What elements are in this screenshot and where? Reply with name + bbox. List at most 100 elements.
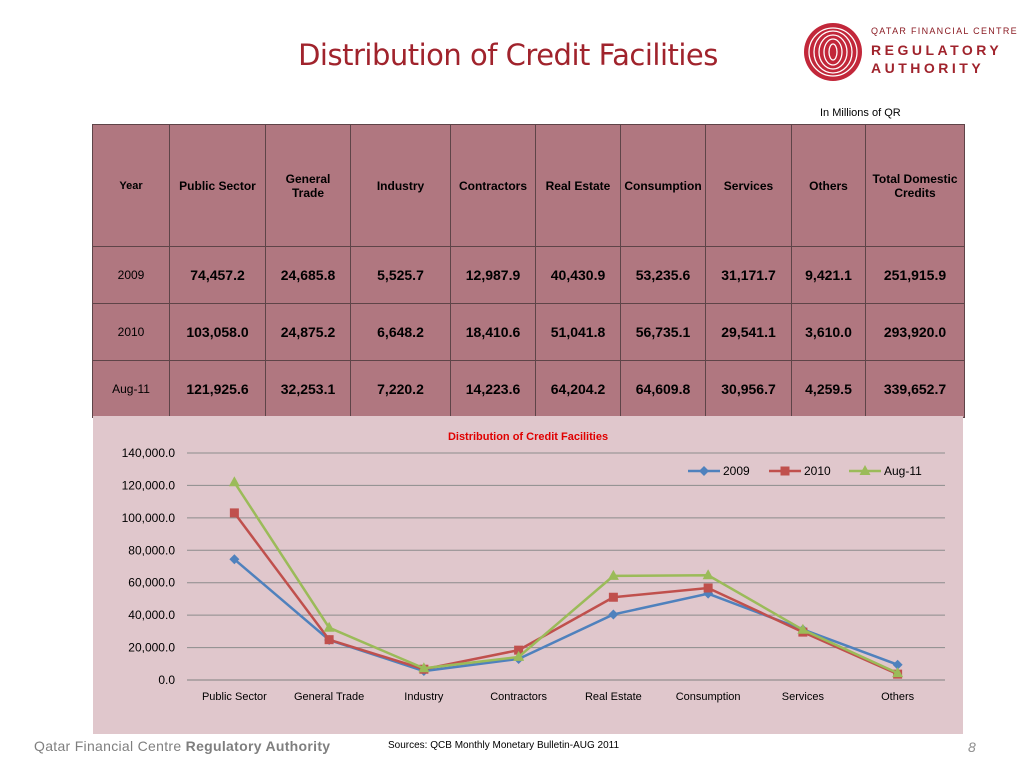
table-cell: 30,956.7 — [705, 360, 792, 418]
table-cell: 56,735.1 — [620, 303, 706, 361]
data-point — [324, 635, 334, 645]
table-header-cell: Industry — [350, 124, 451, 247]
table-cell: Aug-11 — [92, 360, 170, 418]
data-point — [892, 659, 903, 670]
y-tick-label: 120,000.0 — [122, 478, 176, 492]
series-line — [233, 481, 899, 675]
data-point — [780, 466, 790, 476]
data-point — [608, 592, 618, 602]
data-point — [702, 569, 714, 580]
table-header-cell: Year — [92, 124, 170, 247]
table-cell: 53,235.6 — [620, 246, 706, 304]
table-cell: 14,223.6 — [450, 360, 536, 418]
table-cell: 74,457.2 — [169, 246, 266, 304]
chart-title: Distribution of Credit Facilities — [448, 431, 608, 443]
table-header-row: Year Public Sector General Trade Industr… — [92, 124, 965, 247]
table-header-cell: Consumption — [620, 124, 706, 247]
qfc-logo: QATAR FINANCIAL CENTRE REGULATORY AUTHOR… — [800, 20, 1017, 84]
logo-line-1: QATAR FINANCIAL CENTRE — [871, 26, 1018, 36]
table-header-cell: General Trade — [265, 124, 351, 247]
x-tick-label: Industry — [404, 691, 444, 703]
table-cell: 2010 — [92, 303, 170, 361]
y-tick-label: 80,000.0 — [128, 543, 175, 557]
y-tick-label: 140,000.0 — [122, 446, 176, 460]
table-cell: 31,171.7 — [705, 246, 792, 304]
table-header-cell: Contractors — [450, 124, 536, 247]
x-tick-label: Consumption — [676, 691, 741, 703]
data-point — [514, 645, 524, 655]
table-cell: 293,920.0 — [865, 303, 965, 361]
data-point — [703, 583, 713, 593]
table-header-cell: Public Sector — [169, 124, 266, 247]
x-tick-label: Contractors — [490, 691, 547, 703]
table-cell: 32,253.1 — [265, 360, 351, 418]
logo-line-2: REGULATORY — [871, 42, 1003, 58]
data-point — [229, 508, 239, 518]
chart-panel — [93, 416, 963, 734]
table-row: Aug-11 121,925.6 32,253.1 7,220.2 14,223… — [92, 360, 965, 418]
table-cell: 251,915.9 — [865, 246, 965, 304]
source-note: Sources: QCB Monthly Monetary Bulletin-A… — [388, 740, 620, 751]
table-header-cell: Real Estate — [535, 124, 621, 247]
x-tick-label: Others — [881, 691, 915, 703]
y-tick-label: 20,000.0 — [128, 641, 175, 655]
data-point — [703, 588, 714, 599]
table-cell: 64,609.8 — [620, 360, 706, 418]
table-cell: 3,610.0 — [791, 303, 866, 361]
table-header-cell: Others — [791, 124, 866, 247]
table-cell: 9,421.1 — [791, 246, 866, 304]
data-point — [699, 466, 709, 476]
data-point — [892, 667, 904, 678]
y-tick-label: 60,000.0 — [128, 576, 175, 590]
table-row: 2010 103,058.0 24,875.2 6,648.2 18,410.6… — [92, 303, 965, 361]
x-tick-label: Public Sector — [202, 691, 267, 703]
table-cell: 5,525.7 — [350, 246, 451, 304]
table-header-cell: Total Domestic Credits — [865, 124, 965, 247]
table-cell: 4,259.5 — [791, 360, 866, 418]
data-point — [323, 621, 335, 632]
credit-distribution-chart: Distribution of Credit Facilities 0.0 20,0… — [122, 431, 945, 703]
table-cell: 18,410.6 — [450, 303, 536, 361]
table-cell: 339,652.7 — [865, 360, 965, 418]
footer-org: Qatar Financial Centre Regulatory Author… — [34, 738, 330, 754]
table-cell: 2009 — [92, 246, 170, 304]
legend-label: Aug-11 — [884, 464, 922, 478]
series-line — [233, 512, 899, 676]
page-number: 8 — [968, 739, 976, 755]
table-row: 2009 74,457.2 24,685.8 5,525.7 12,987.9 … — [92, 246, 965, 304]
data-point — [608, 609, 619, 620]
data-point — [607, 569, 619, 580]
x-tick-label: General Trade — [294, 691, 364, 703]
logo-emblem-icon — [804, 23, 862, 81]
table-cell: 24,685.8 — [265, 246, 351, 304]
y-tick-label: 100,000.0 — [122, 511, 176, 525]
table-cell: 29,541.1 — [705, 303, 792, 361]
x-tick-label: Real Estate — [585, 691, 642, 703]
table-cell: 6,648.2 — [350, 303, 451, 361]
data-point — [418, 662, 430, 673]
footer-org-name: Qatar Financial Centre — [34, 738, 182, 754]
table-cell: 40,430.9 — [535, 246, 621, 304]
table-cell: 103,058.0 — [169, 303, 266, 361]
x-tick-label: Services — [782, 691, 825, 703]
data-point — [513, 650, 525, 661]
data-point — [229, 554, 240, 565]
logo-line-3: AUTHORITY — [871, 60, 985, 76]
legend-label: 2010 — [804, 464, 831, 478]
table-cell: 64,204.2 — [535, 360, 621, 418]
data-point — [228, 476, 240, 487]
footer-org-bold: Regulatory Authority — [185, 738, 331, 754]
slide-title: Distribution of Credit Facilities — [298, 38, 718, 72]
y-tick-label: 40,000.0 — [128, 608, 175, 622]
table-cell: 7,220.2 — [350, 360, 451, 418]
data-point — [859, 465, 871, 475]
table-cell: 24,875.2 — [265, 303, 351, 361]
data-point — [797, 623, 809, 634]
table-cell: 12,987.9 — [450, 246, 536, 304]
table-header-cell: Services — [705, 124, 792, 247]
table-cell: 121,925.6 — [169, 360, 266, 418]
units-note: In Millions of QR — [820, 107, 901, 119]
credit-facilities-table: Year Public Sector General Trade Industr… — [92, 124, 965, 418]
y-tick-label: 0.0 — [158, 673, 175, 687]
legend-label: 2009 — [723, 464, 750, 478]
